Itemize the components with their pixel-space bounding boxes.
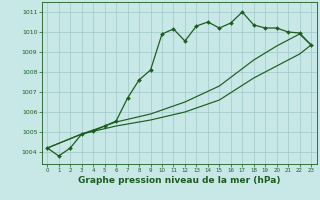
- X-axis label: Graphe pression niveau de la mer (hPa): Graphe pression niveau de la mer (hPa): [78, 176, 280, 185]
